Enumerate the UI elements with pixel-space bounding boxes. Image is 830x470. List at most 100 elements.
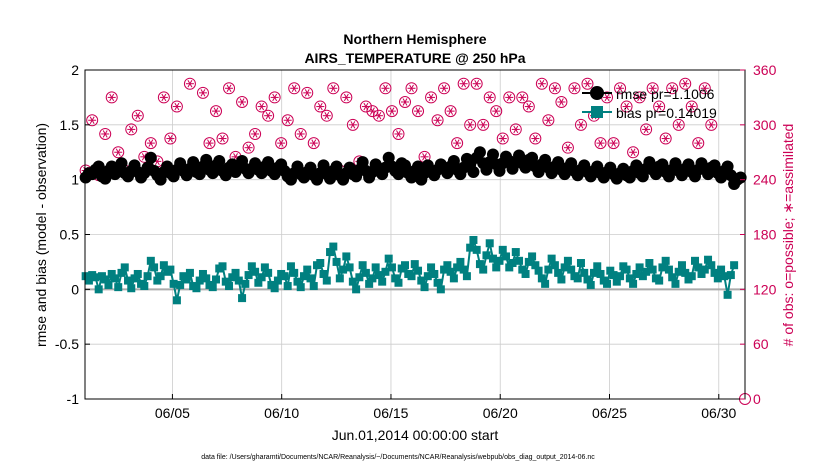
bias-point xyxy=(462,272,471,281)
bias-point xyxy=(107,269,116,278)
obs-assimilated-point xyxy=(629,148,638,156)
bias-point xyxy=(508,259,517,268)
bias-point xyxy=(635,263,644,272)
obs-assimilated-stroke xyxy=(174,102,180,111)
bias-point xyxy=(130,274,139,283)
bias-point xyxy=(394,278,403,287)
bias-point xyxy=(524,257,533,266)
bias-point xyxy=(502,252,511,261)
obs-possible-point xyxy=(203,137,216,150)
footnote: data file: /Users/gharamti/Documents/NCA… xyxy=(201,454,595,461)
y-right-tick-label: 120 xyxy=(753,281,777,297)
obs-assimilated-point xyxy=(211,107,220,115)
obs-assimilated-stroke xyxy=(558,98,564,106)
bias-point xyxy=(528,252,537,261)
bias-point xyxy=(286,262,295,271)
bias-point xyxy=(453,263,462,272)
bias-point xyxy=(400,261,409,270)
bias-point xyxy=(612,277,621,286)
bias-point xyxy=(704,255,713,264)
y-left-tick-label: 1 xyxy=(71,172,79,188)
obs-assimilated-point xyxy=(648,84,657,92)
obs-assimilated-stroke xyxy=(226,84,232,92)
obs-assimilated-point xyxy=(381,84,390,92)
bias-point xyxy=(290,268,299,277)
bias-point xyxy=(642,267,651,276)
obs-assimilated-point xyxy=(172,102,181,111)
bias-point xyxy=(694,263,703,272)
obs-assimilated-stroke xyxy=(682,79,688,88)
obs-assimilated-point xyxy=(498,134,507,143)
bias-point xyxy=(309,282,318,291)
obs-assimilated-point xyxy=(440,84,449,92)
obs-assimilated-stroke xyxy=(428,93,434,102)
y-left-tick-label: 1.5 xyxy=(60,117,80,133)
bias-point xyxy=(541,279,550,288)
bias-point xyxy=(583,275,592,284)
obs-possible-point xyxy=(425,91,438,104)
bias-point xyxy=(589,268,598,277)
bias-point xyxy=(414,266,423,275)
bias-point xyxy=(440,265,449,274)
obs-assimilated-stroke xyxy=(552,84,558,92)
obs-assimilated-stroke xyxy=(689,102,695,111)
obs-assimilated-stroke xyxy=(539,79,545,88)
obs-possible-point xyxy=(307,137,320,150)
bias-point xyxy=(316,259,325,268)
x-tick-label: 06/20 xyxy=(483,405,518,421)
obs-assimilated-stroke xyxy=(298,130,304,138)
obs-assimilated-point xyxy=(309,139,318,147)
obs-assimilated-point xyxy=(387,107,396,115)
obs-possible-point xyxy=(359,100,372,113)
obs-possible-point xyxy=(372,109,385,122)
obs-assimilated-point xyxy=(544,116,553,124)
obs-assimilated-stroke xyxy=(702,84,708,92)
y-axis-left: 2 1.5 1 0.5 0 -0.5 -1 xyxy=(55,62,90,407)
bias-point xyxy=(625,274,634,283)
obs-possible-point xyxy=(379,82,392,95)
obs-possible-point xyxy=(483,91,496,104)
bias-point xyxy=(247,262,256,271)
obs-possible-point xyxy=(496,132,509,145)
bias-point xyxy=(661,256,670,265)
obs-assimilated-stroke xyxy=(480,121,486,129)
rmse-point xyxy=(115,157,128,170)
bias-point xyxy=(273,276,282,285)
obs-assimilated-stroke xyxy=(708,121,714,129)
obs-assimilated-point xyxy=(296,130,305,138)
bias-point xyxy=(511,248,520,257)
bias-point xyxy=(365,279,374,288)
bias-point xyxy=(159,261,168,270)
bias-point xyxy=(726,271,735,280)
bias-point xyxy=(430,269,439,278)
obs-assimilated-point xyxy=(563,143,572,152)
y-right-tick-label: 180 xyxy=(753,227,777,243)
bias-point xyxy=(505,263,514,272)
rmse-point xyxy=(200,153,213,166)
obs-assimilated-stroke xyxy=(487,93,493,102)
obs-assimilated-point xyxy=(511,125,520,134)
obs-assimilated-stroke xyxy=(207,139,212,147)
obs-possible-point xyxy=(659,132,672,145)
bias-point xyxy=(319,269,328,278)
chart-title: Northern Hemisphere xyxy=(343,31,486,47)
bias-point xyxy=(593,262,602,271)
obs-possible-point xyxy=(340,91,353,104)
x-tick-label: 06/10 xyxy=(264,405,299,421)
obs-assimilated-stroke xyxy=(415,107,421,115)
rmse-point xyxy=(473,146,486,159)
bias-point xyxy=(423,272,432,281)
obs-possible-point xyxy=(209,105,222,118)
obs-possible-point xyxy=(646,82,659,95)
obs-assimilated-point xyxy=(114,148,123,156)
bias-point xyxy=(668,273,677,282)
bias-point xyxy=(515,256,524,265)
bias-point xyxy=(234,276,243,285)
obs-possible-point xyxy=(705,118,718,131)
obs-assimilated-point xyxy=(185,79,194,88)
obs-assimilated-stroke xyxy=(154,157,160,166)
obs-possible-point xyxy=(522,100,535,113)
x-tick-label: 06/30 xyxy=(701,405,736,421)
obs-possible-point xyxy=(679,77,692,90)
obs-assimilated-point xyxy=(622,102,631,111)
